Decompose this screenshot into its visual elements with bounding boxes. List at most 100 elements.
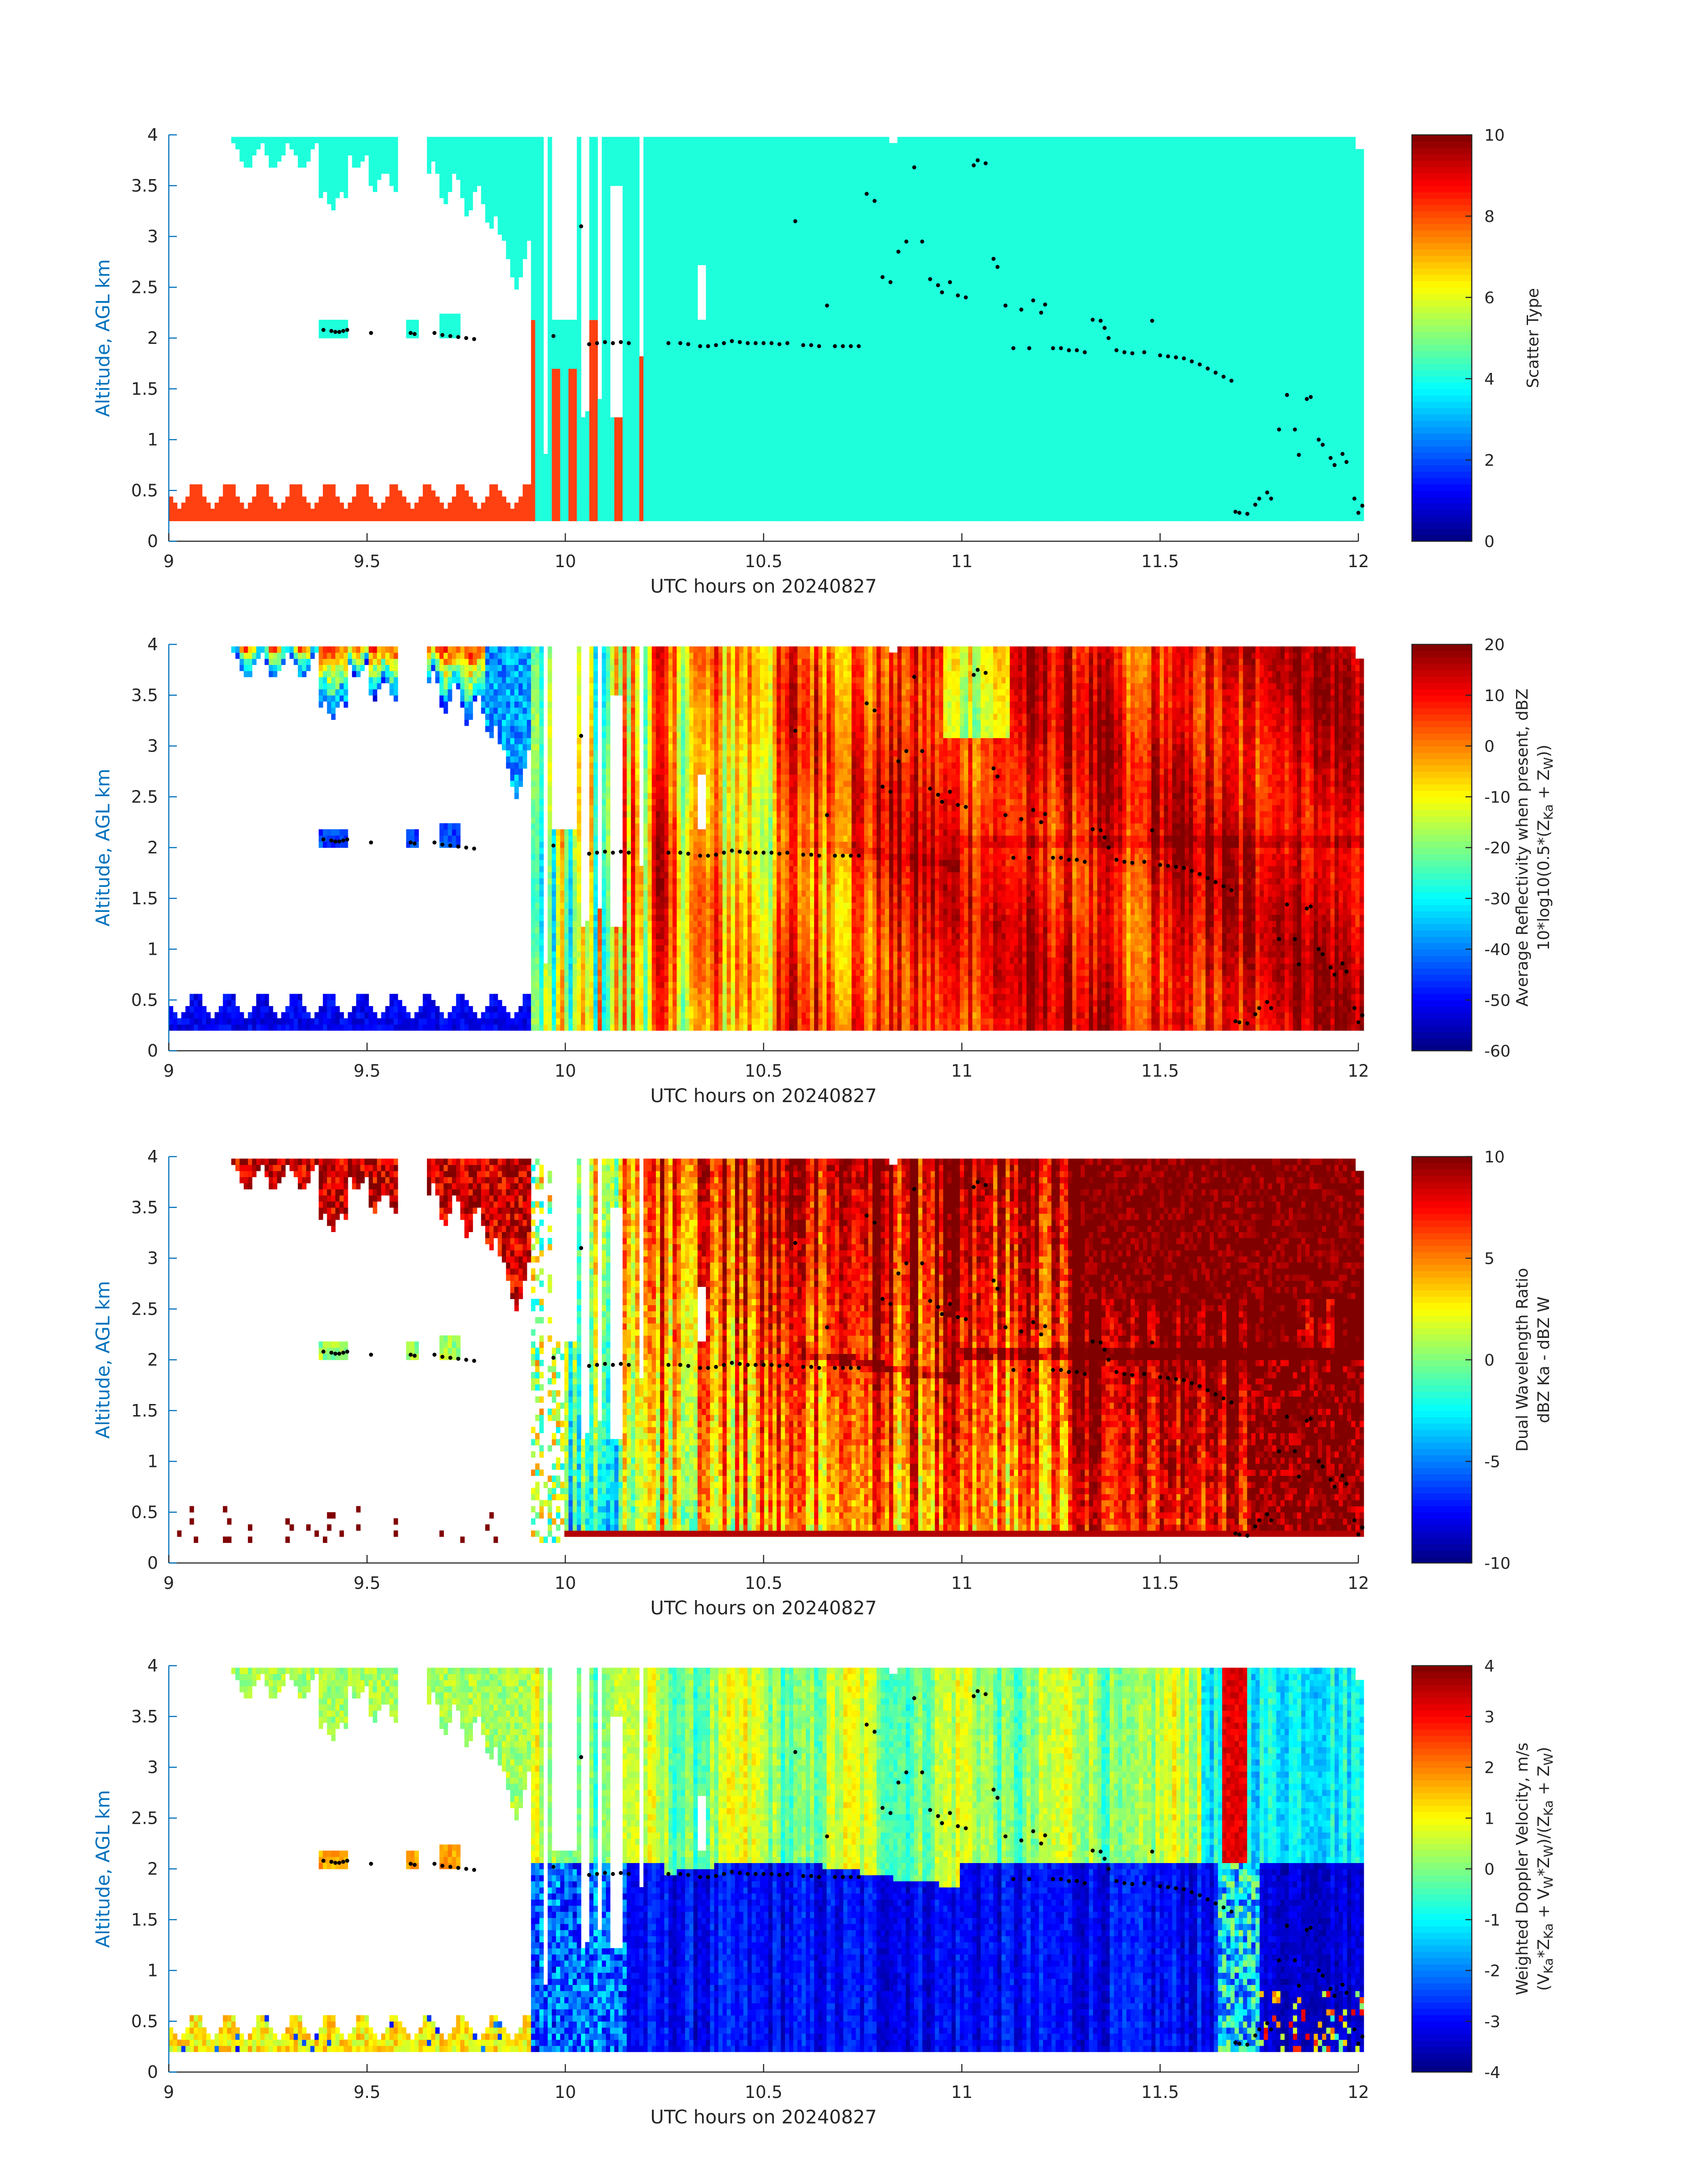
heatmap-cell <box>527 167 531 174</box>
heatmap-cell <box>190 490 194 497</box>
heatmap-cell <box>548 198 552 204</box>
heatmap-cell <box>219 497 223 503</box>
heatmap-cell <box>614 143 619 149</box>
heatmap-cell <box>589 393 594 399</box>
heatmap-cell <box>427 497 431 503</box>
heatmap-cell <box>602 277 606 284</box>
heatmap-cell <box>606 186 610 192</box>
heatmap-cell <box>593 155 598 162</box>
heatmap-cell <box>618 137 623 143</box>
heatmap-cell <box>643 448 648 454</box>
heatmap-cell <box>369 497 373 503</box>
heatmap-cell <box>635 271 639 277</box>
heatmap-cell <box>518 271 523 277</box>
heatmap-cell <box>460 137 465 143</box>
heatmap-cell <box>423 515 427 521</box>
heatmap-cell <box>589 326 594 332</box>
heatmap-cell <box>606 180 610 186</box>
heatmap-cell <box>622 509 627 515</box>
heatmap-cell <box>294 149 298 155</box>
heatmap-cell <box>581 478 585 485</box>
heatmap-cell <box>427 167 431 174</box>
heatmap-cell <box>585 417 589 423</box>
heatmap-cell <box>631 356 635 363</box>
heatmap-cell <box>339 161 344 167</box>
heatmap-cell <box>539 350 544 356</box>
heatmap-cell <box>627 466 631 472</box>
heatmap-cell <box>631 435 635 442</box>
heatmap-cell <box>460 149 465 155</box>
heatmap-cell <box>481 161 485 167</box>
heatmap-cell <box>627 363 631 369</box>
heatmap-cell <box>531 423 535 430</box>
heatmap-cell <box>627 301 631 308</box>
heatmap-cell <box>643 313 648 320</box>
heatmap-cell <box>327 143 331 149</box>
heatmap-cell <box>548 301 552 308</box>
heatmap-cell <box>235 137 240 143</box>
heatmap-cell <box>431 490 435 497</box>
heatmap-cell <box>589 503 594 509</box>
heatmap-cell <box>498 490 502 497</box>
heatmap-cell <box>539 448 544 454</box>
heatmap-cell <box>356 155 361 162</box>
heatmap-cell <box>289 490 294 497</box>
heatmap-cell <box>452 326 456 332</box>
heatmap-cell <box>531 167 535 174</box>
heatmap-cell <box>581 509 585 515</box>
heatmap-cell <box>627 313 631 320</box>
heatmap-cell <box>531 295 535 301</box>
heatmap-cell <box>610 509 614 515</box>
heatmap-cell <box>327 198 331 204</box>
heatmap-cell <box>448 326 452 332</box>
heatmap-cell <box>319 149 323 155</box>
heatmap-cell <box>493 485 498 491</box>
heatmap-cell <box>481 515 485 521</box>
heatmap-cell <box>560 509 565 515</box>
heatmap-cell <box>593 137 598 143</box>
heatmap-cell <box>310 515 315 521</box>
heatmap-cell <box>627 173 631 180</box>
heatmap-cell <box>506 180 510 186</box>
heatmap-cell <box>502 509 506 515</box>
heatmap-cell <box>518 247 523 253</box>
heatmap-cell <box>389 173 394 180</box>
heatmap-cell <box>548 503 552 509</box>
heatmap-cell <box>593 265 598 271</box>
heatmap-cell <box>481 155 485 162</box>
heatmap-cell <box>552 515 556 521</box>
heatmap-cell <box>531 277 535 284</box>
heatmap-cell <box>498 161 502 167</box>
heatmap-cell <box>327 173 331 180</box>
heatmap-cell <box>273 515 277 521</box>
heatmap-cell <box>614 485 619 491</box>
heatmap-cell <box>464 490 469 497</box>
heatmap-cell <box>443 161 448 167</box>
heatmap-cell <box>560 442 565 448</box>
heatmap-cell <box>389 485 394 491</box>
heatmap-cell <box>597 472 602 478</box>
heatmap-cell <box>514 216 519 222</box>
heatmap-cell <box>252 509 257 515</box>
heatmap-cell <box>643 137 648 143</box>
heatmap-cell <box>643 192 648 198</box>
heatmap-cell <box>518 204 523 210</box>
heatmap-cell <box>635 149 639 155</box>
heatmap-cell <box>493 204 498 210</box>
heatmap-cell <box>252 497 257 503</box>
heatmap-cell <box>506 173 510 180</box>
heatmap-cell <box>618 180 623 186</box>
heatmap-cell <box>493 515 498 521</box>
heatmap-cell <box>535 216 540 222</box>
heatmap-cell <box>448 313 452 320</box>
heatmap-cell <box>635 393 639 399</box>
heatmap-cell <box>556 515 560 521</box>
heatmap-cell <box>552 460 556 466</box>
heatmap-cell <box>589 253 594 259</box>
heatmap-cell <box>556 442 560 448</box>
heatmap-cell <box>564 356 569 363</box>
heatmap-cell <box>539 387 544 393</box>
heatmap-cell <box>647 423 652 430</box>
heatmap-cell <box>523 192 527 198</box>
heatmap-cell <box>244 515 248 521</box>
